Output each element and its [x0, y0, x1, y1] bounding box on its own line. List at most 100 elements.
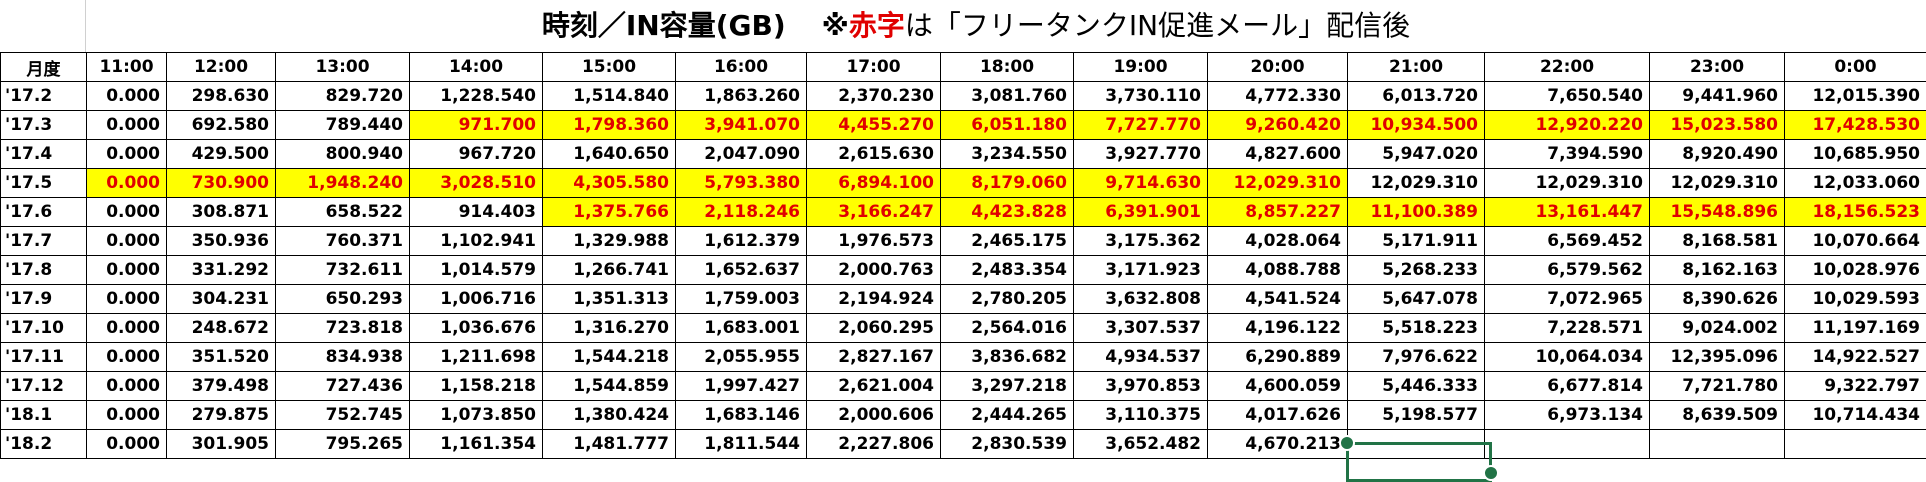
cell[interactable]: 12,920.220 [1485, 111, 1650, 140]
cell[interactable]: 10,714.434 [1785, 401, 1926, 430]
cell[interactable]: 1,976.573 [807, 227, 941, 256]
cell[interactable]: 5,446.333 [1348, 372, 1485, 401]
cell[interactable]: '18.1 [1, 401, 87, 430]
cell[interactable]: 15,548.896 [1650, 198, 1785, 227]
cell[interactable]: 8,639.509 [1650, 401, 1785, 430]
header-cell[interactable]: 17:00 [807, 53, 941, 82]
cell[interactable]: 304.231 [167, 285, 276, 314]
cell[interactable]: 1,863.260 [676, 82, 807, 111]
cell[interactable]: 0.000 [87, 111, 167, 140]
cell[interactable]: 3,028.510 [410, 169, 543, 198]
cell[interactable]: 1,351.313 [543, 285, 676, 314]
cell[interactable]: 1,161.354 [410, 430, 543, 459]
cell[interactable]: 795.265 [276, 430, 410, 459]
cell[interactable]: 9,260.420 [1208, 111, 1348, 140]
cell[interactable]: 0.000 [87, 314, 167, 343]
cell[interactable]: 12,029.310 [1348, 169, 1485, 198]
header-cell[interactable]: 20:00 [1208, 53, 1348, 82]
cell[interactable]: 829.720 [276, 82, 410, 111]
cell[interactable]: 248.672 [167, 314, 276, 343]
cell[interactable]: '17.8 [1, 256, 87, 285]
cell[interactable]: 5,647.078 [1348, 285, 1485, 314]
cell[interactable]: 2,830.539 [941, 430, 1074, 459]
cell[interactable]: 2,465.175 [941, 227, 1074, 256]
cell[interactable]: 2,227.806 [807, 430, 941, 459]
cell[interactable]: 6,677.814 [1485, 372, 1650, 401]
cell[interactable]: 3,970.853 [1074, 372, 1208, 401]
header-cell[interactable]: 14:00 [410, 53, 543, 82]
header-cell[interactable]: 16:00 [676, 53, 807, 82]
cell[interactable]: 5,947.020 [1348, 140, 1485, 169]
cell[interactable]: 1,316.270 [543, 314, 676, 343]
cell[interactable]: 0.000 [87, 169, 167, 198]
cell[interactable]: 0.000 [87, 82, 167, 111]
cell[interactable]: 18,156.523 [1785, 198, 1926, 227]
cell[interactable]: 1,612.379 [676, 227, 807, 256]
cell[interactable]: 9,441.960 [1650, 82, 1785, 111]
cell[interactable]: 1,544.218 [543, 343, 676, 372]
cell[interactable]: 10,070.664 [1785, 227, 1926, 256]
cell[interactable]: 7,976.622 [1348, 343, 1485, 372]
cell[interactable]: 2,444.265 [941, 401, 1074, 430]
cell[interactable]: 4,934.537 [1074, 343, 1208, 372]
cell[interactable]: 1,481.777 [543, 430, 676, 459]
cell[interactable]: 1,006.716 [410, 285, 543, 314]
cell[interactable]: 0.000 [87, 256, 167, 285]
cell[interactable]: '17.2 [1, 82, 87, 111]
cell[interactable]: 3,175.362 [1074, 227, 1208, 256]
cell[interactable]: 4,600.059 [1208, 372, 1348, 401]
cell[interactable]: 4,772.330 [1208, 82, 1348, 111]
cell[interactable]: 0.000 [87, 140, 167, 169]
cell[interactable]: 2,564.016 [941, 314, 1074, 343]
cell[interactable] [1785, 430, 1926, 459]
cell[interactable]: 9,714.630 [1074, 169, 1208, 198]
cell[interactable]: 1,211.698 [410, 343, 543, 372]
cell[interactable]: 3,632.808 [1074, 285, 1208, 314]
cell[interactable]: 2,000.606 [807, 401, 941, 430]
cell[interactable]: 1,683.001 [676, 314, 807, 343]
cell[interactable]: 2,370.230 [807, 82, 941, 111]
cell[interactable]: 2,055.955 [676, 343, 807, 372]
cell[interactable]: 914.403 [410, 198, 543, 227]
header-cell[interactable]: 22:00 [1485, 53, 1650, 82]
cell[interactable]: 301.905 [167, 430, 276, 459]
cell[interactable]: 5,198.577 [1348, 401, 1485, 430]
cell[interactable]: 5,518.223 [1348, 314, 1485, 343]
header-cell[interactable]: 18:00 [941, 53, 1074, 82]
cell[interactable]: 3,297.218 [941, 372, 1074, 401]
cell[interactable]: 4,423.828 [941, 198, 1074, 227]
cell[interactable]: 1,102.941 [410, 227, 543, 256]
cell[interactable]: 6,013.720 [1348, 82, 1485, 111]
cell[interactable]: 279.875 [167, 401, 276, 430]
cell[interactable]: 2,780.205 [941, 285, 1074, 314]
cell[interactable]: 10,064.034 [1485, 343, 1650, 372]
cell[interactable]: 789.440 [276, 111, 410, 140]
cell[interactable]: 13,161.447 [1485, 198, 1650, 227]
cell[interactable]: 8,390.626 [1650, 285, 1785, 314]
cell[interactable]: 2,483.354 [941, 256, 1074, 285]
cell[interactable]: 8,857.227 [1208, 198, 1348, 227]
cell[interactable]: 6,894.100 [807, 169, 941, 198]
cell[interactable]: 12,033.060 [1785, 169, 1926, 198]
cell[interactable]: 1,014.579 [410, 256, 543, 285]
cell[interactable]: 7,721.780 [1650, 372, 1785, 401]
cell[interactable]: 12,015.390 [1785, 82, 1926, 111]
cell[interactable]: '17.11 [1, 343, 87, 372]
cell[interactable]: 1,997.427 [676, 372, 807, 401]
cell[interactable]: 3,652.482 [1074, 430, 1208, 459]
cell[interactable]: 331.292 [167, 256, 276, 285]
cell[interactable]: '17.9 [1, 285, 87, 314]
cell[interactable]: 8,162.163 [1650, 256, 1785, 285]
cell[interactable]: 8,179.060 [941, 169, 1074, 198]
cell[interactable]: 8,168.581 [1650, 227, 1785, 256]
cell[interactable]: 0.000 [87, 430, 167, 459]
cell[interactable]: '18.2 [1, 430, 87, 459]
cell[interactable]: '17.3 [1, 111, 87, 140]
cell[interactable]: 1,073.850 [410, 401, 543, 430]
cell[interactable]: 1,036.676 [410, 314, 543, 343]
cell[interactable]: '17.7 [1, 227, 87, 256]
cell[interactable]: 351.520 [167, 343, 276, 372]
cell[interactable]: 971.700 [410, 111, 543, 140]
cell[interactable]: 7,394.590 [1485, 140, 1650, 169]
cell[interactable]: 2,194.924 [807, 285, 941, 314]
